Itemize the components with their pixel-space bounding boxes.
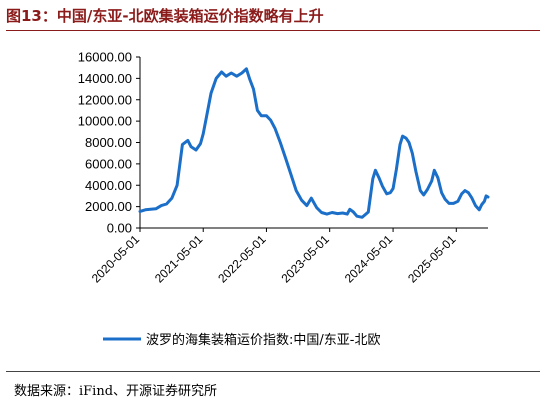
chart-title: 图13：中国/东亚-北欧集装箱运价指数略有上升 (6, 7, 324, 25)
y-tick-label: 0.00 (107, 221, 132, 236)
source-divider (6, 371, 540, 372)
x-tick-label: 2023-05-01 (278, 232, 332, 286)
y-tick-label: 8000.00 (85, 135, 132, 150)
x-tick-label: 2021-05-01 (152, 232, 206, 286)
x-tick-label: 2024-05-01 (342, 232, 396, 286)
source-note: 数据来源：iFind、开源证券研究所 (14, 384, 218, 399)
legend-label: 波罗的海集装箱运价指数:中国/东亚-北欧 (146, 332, 380, 348)
x-tick-label: 2020-05-01 (89, 232, 143, 286)
y-axis: 0.00 2000.00 4000.00 6000.00 8000.00 10000.00… (78, 50, 141, 236)
y-tick-label: 14000.00 (78, 71, 132, 86)
plot-area (138, 67, 490, 219)
title-divider (6, 30, 540, 31)
y-tick-label: 16000.00 (78, 50, 132, 65)
y-tick-label: 4000.00 (85, 178, 132, 193)
y-tick-label: 12000.00 (78, 92, 132, 107)
x-axis: 2020-05-01 2021-05-01 2022-05-01 2023-05-01… (89, 227, 488, 286)
x-tick-label: 2022-05-01 (215, 232, 269, 286)
line-chart: 0.00 2000.00 4000.00 6000.00 8000.00 10000.00… (78, 50, 490, 348)
y-tick-label: 6000.00 (85, 156, 132, 171)
y-tick-label: 10000.00 (78, 114, 132, 129)
legend: 波罗的海集装箱运价指数:中国/东亚-北欧 (103, 332, 380, 348)
x-tick-label: 2025-05-01 (405, 232, 459, 286)
series-line-0 (138, 67, 490, 219)
y-tick-label: 2000.00 (85, 199, 132, 214)
